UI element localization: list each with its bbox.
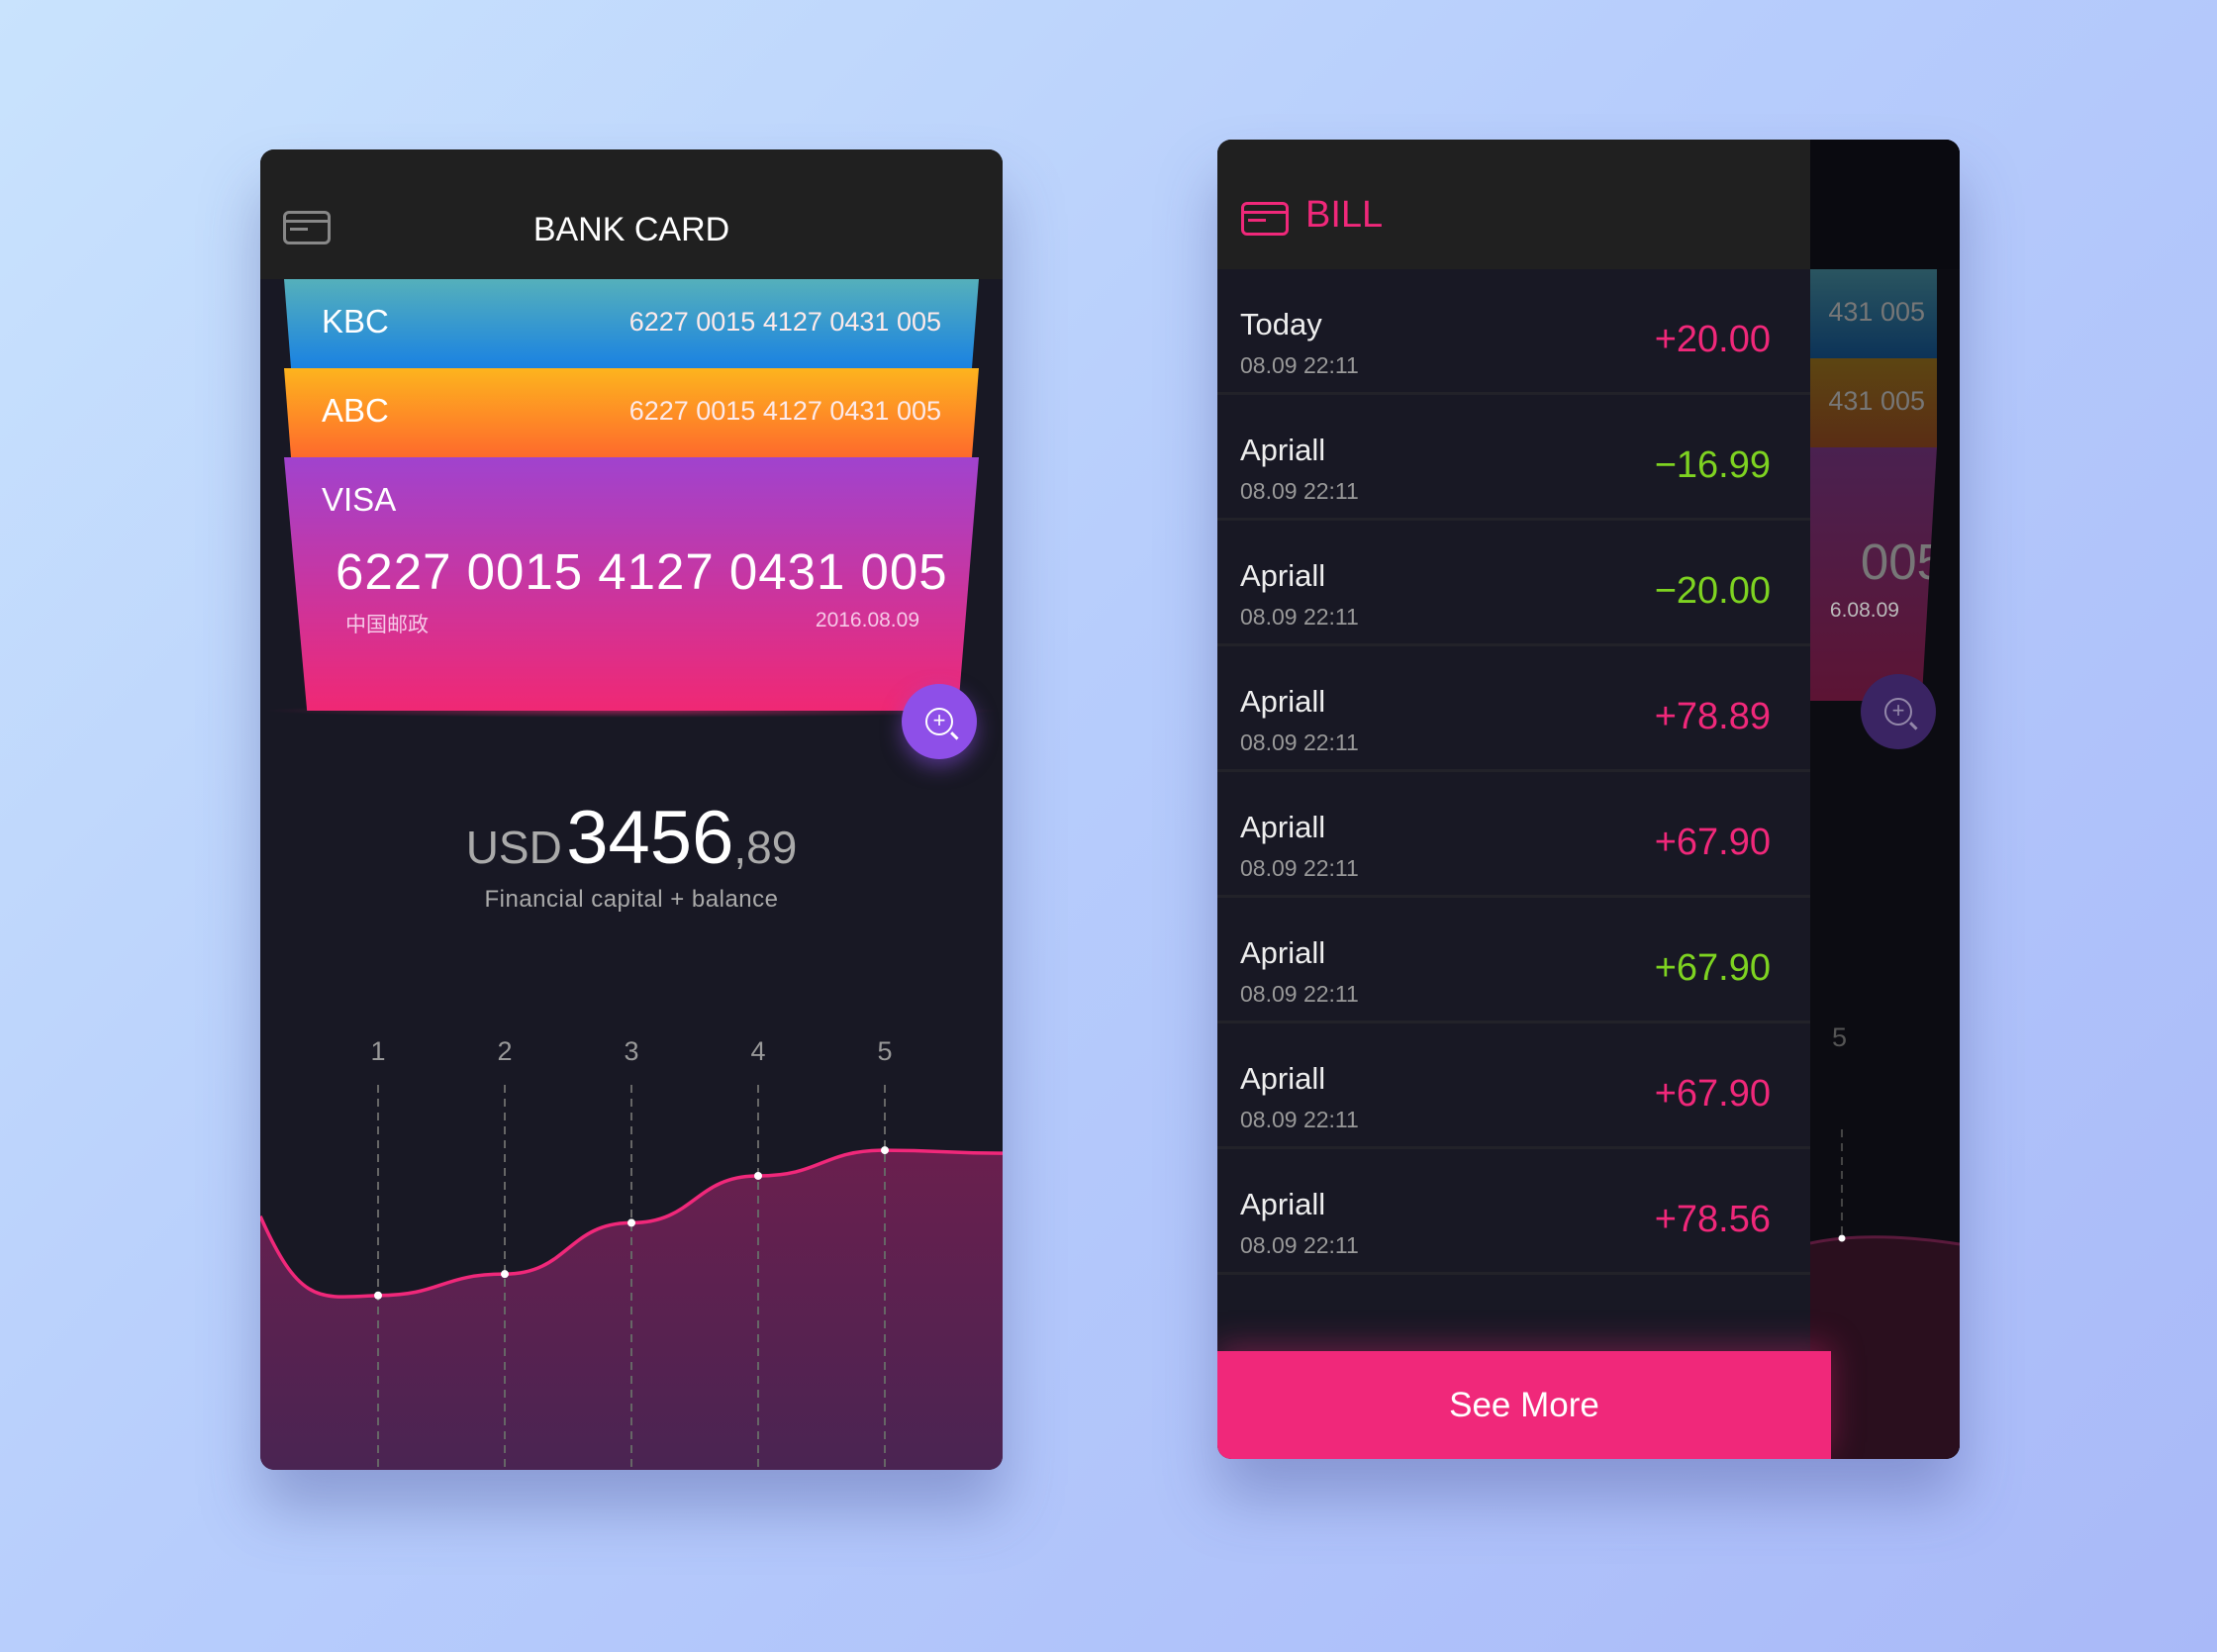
dim-card-number: 431 005 <box>1828 297 1925 327</box>
chart-tick-label: 5 <box>877 1036 892 1066</box>
bill-name: Apriall <box>1240 558 1326 593</box>
bill-row[interactable]: Today 08.09 22:11 +20.00 <box>1217 269 1810 395</box>
balance-caption: Financial capital + balance <box>484 886 779 913</box>
chart-point <box>881 1146 889 1155</box>
chart-point <box>627 1218 635 1227</box>
chart-tick-label: 3 <box>624 1036 638 1066</box>
bill-date: 08.09 22:11 <box>1240 1107 1359 1132</box>
dim-card-number: 431 005 <box>1828 386 1925 416</box>
card-name: ABC <box>322 392 389 429</box>
bill-row[interactable]: Apriall 08.09 22:11 +67.90 <box>1217 772 1810 898</box>
bill-date: 08.09 22:11 <box>1240 855 1359 881</box>
card-number: 6227 0015 4127 0431 005 <box>628 307 941 337</box>
bill-amount: +78.89 <box>1654 696 1771 737</box>
card-abc[interactable]: ABC 6227 0015 4127 0431 005 <box>284 368 979 457</box>
card-name: VISA <box>322 481 397 518</box>
bill-row[interactable]: Apriall 08.09 22:11 +78.56 <box>1217 1149 1810 1275</box>
card-number: 6227 0015 4127 0431 005 <box>628 396 941 426</box>
bill-date: 08.09 22:11 <box>1240 981 1359 1007</box>
see-more-button[interactable]: See More <box>1217 1351 1831 1459</box>
card-number: 6227 0015 4127 0431 005 <box>336 543 948 600</box>
bill-amount: +78.56 <box>1654 1199 1771 1240</box>
balance: USD 3456,89 <box>260 795 1003 881</box>
balance-integer: 3456 <box>566 796 734 880</box>
chart-point <box>754 1171 762 1180</box>
currency: USD <box>465 822 562 873</box>
bill-date: 08.09 22:11 <box>1240 729 1359 755</box>
chart-point <box>374 1291 382 1300</box>
dim-chart <box>1810 1129 1960 1459</box>
bill-name: Today <box>1240 307 1322 341</box>
bill-date: 08.09 22:11 <box>1240 478 1359 504</box>
bill-name: Apriall <box>1240 810 1326 844</box>
page-title: BILL <box>1305 194 1384 236</box>
dim-card-number: 005 <box>1860 534 1937 590</box>
bill-screen: 431 005 431 005 005 6.08.09 + 5 BILL Toda… <box>1217 140 1960 1459</box>
bill-row[interactable]: Apriall 08.09 22:11 +67.90 <box>1217 1023 1810 1149</box>
bill-name: Apriall <box>1240 433 1326 467</box>
card-kbc[interactable]: KBC 6227 0015 4127 0431 005 <box>284 279 979 368</box>
bill-row[interactable]: Apriall 08.09 22:11 +67.90 <box>1217 898 1810 1023</box>
dim-zoom-button: + <box>1861 674 1936 749</box>
bill-name: Apriall <box>1240 1187 1326 1221</box>
background-screen: 431 005 431 005 005 6.08.09 + 5 <box>1810 140 1960 1459</box>
zoom-in-icon: + <box>925 708 953 735</box>
bill-date: 08.09 22:11 <box>1240 352 1359 378</box>
card-icon[interactable] <box>1241 202 1289 236</box>
bill-date: 08.09 22:11 <box>1240 604 1359 630</box>
zoom-in-icon: + <box>1884 698 1912 726</box>
card-bank: 中国邮政 <box>345 614 429 636</box>
card-name: KBC <box>322 303 389 340</box>
dim-chart-label: 5 <box>1832 1022 1848 1052</box>
bill-amount: +20.00 <box>1654 319 1771 360</box>
bill-amount: −20.00 <box>1654 570 1771 612</box>
card-date: 2016.08.09 <box>815 609 919 632</box>
bank-card-screen: BANK CARD KBC 6227 0015 4127 0431 005 AB… <box>260 149 1003 1470</box>
bill-list: Today 08.09 22:11 +20.00 Apriall 08.09 22:11… <box>1217 269 1810 1358</box>
chart-tick-label: 1 <box>370 1036 385 1066</box>
bill-row[interactable]: Apriall 08.09 22:11 +78.89 <box>1217 646 1810 772</box>
bill-name: Apriall <box>1240 935 1326 970</box>
bill-row[interactable]: Apriall 08.09 22:11 −20.00 <box>1217 521 1810 646</box>
bill-amount: −16.99 <box>1654 444 1771 486</box>
balance-decimal: ,89 <box>733 822 798 873</box>
bill-row[interactable]: Apriall 08.09 22:11 −16.99 <box>1217 395 1810 521</box>
header: BILL <box>1217 140 1810 269</box>
chart-tick-label: 2 <box>497 1036 512 1066</box>
bill-amount: +67.90 <box>1654 822 1771 863</box>
bill-amount: +67.90 <box>1654 1073 1771 1115</box>
bill-name: Apriall <box>1240 1061 1326 1096</box>
zoom-button[interactable]: + <box>902 684 977 759</box>
card-icon[interactable] <box>283 211 331 244</box>
bill-date: 08.09 22:11 <box>1240 1232 1359 1258</box>
bill-name: Apriall <box>1240 684 1326 719</box>
header: BANK CARD <box>260 149 1003 279</box>
chart-point <box>501 1270 509 1279</box>
dim-card-date: 6.08.09 <box>1829 599 1899 622</box>
card-visa[interactable]: VISA 6227 0015 4127 0431 005 中国邮政 2016.0… <box>284 457 979 711</box>
page-title: BANK CARD <box>532 211 730 248</box>
balance-chart: 1 2 3 4 5 <box>260 1036 1003 1470</box>
bill-amount: +67.90 <box>1654 947 1771 989</box>
chart-tick-label: 4 <box>750 1036 765 1066</box>
